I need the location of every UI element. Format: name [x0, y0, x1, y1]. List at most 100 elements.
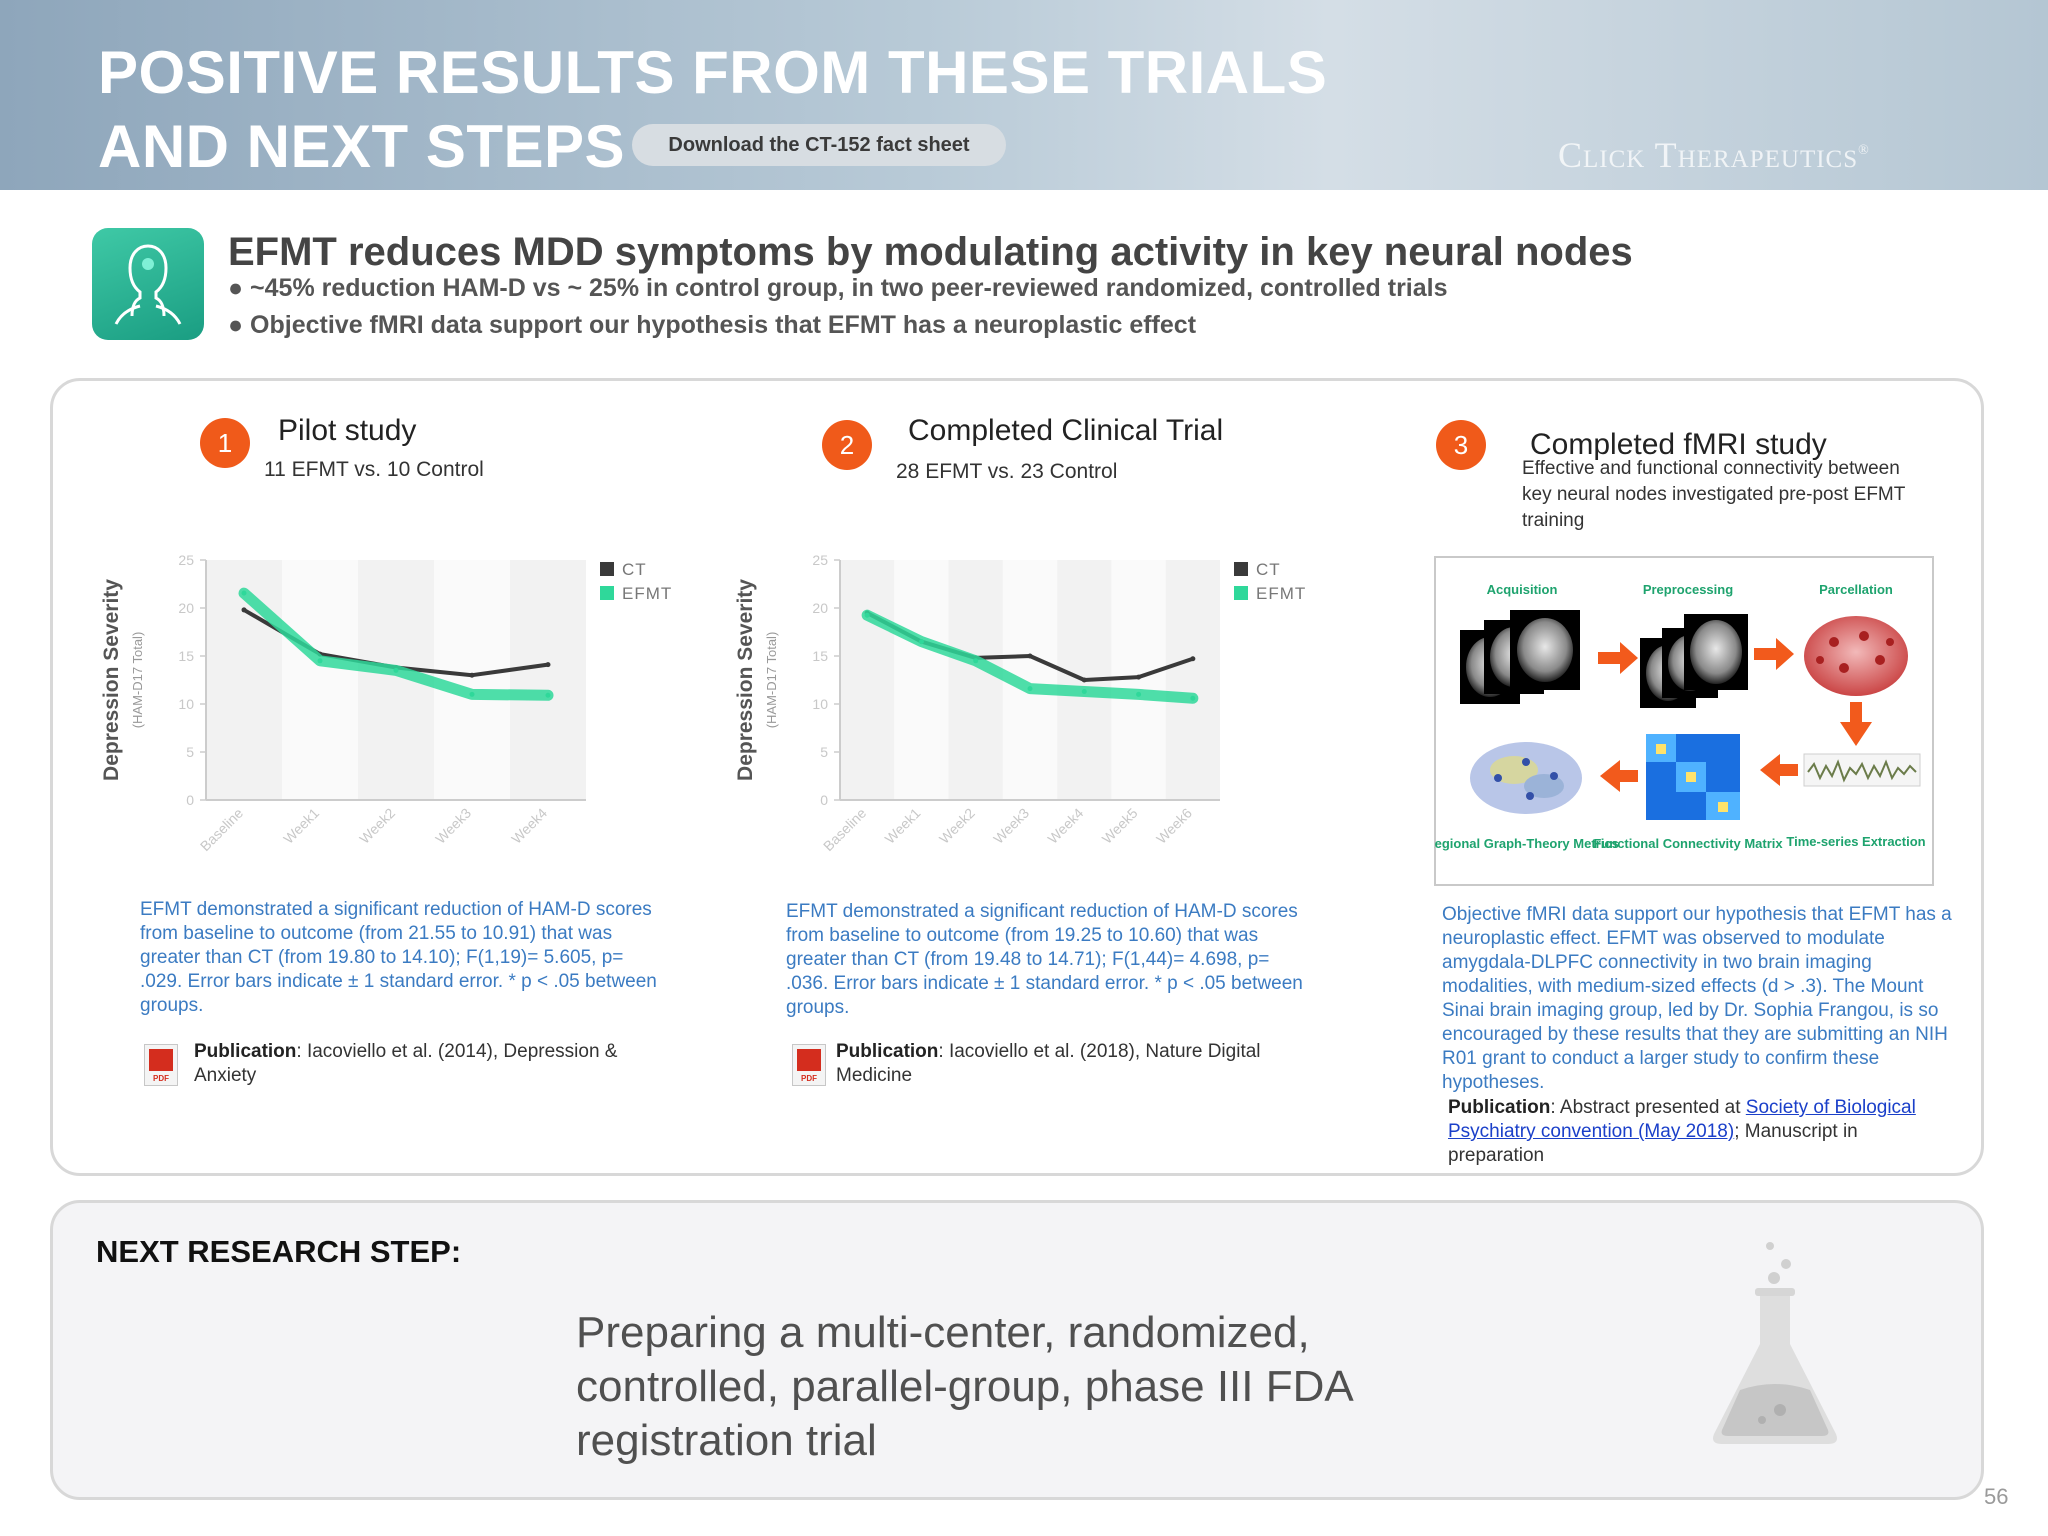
study-3-description: Objective fMRI data support our hypothes…	[1442, 904, 1952, 1093]
study-3-publication-suffix: ; Manuscript in preparation	[1448, 1121, 1858, 1166]
y-axis-label: Depression Severity	[734, 579, 757, 781]
arrow-left-icon	[1760, 754, 1798, 786]
study-1-title: Pilot study	[278, 414, 417, 447]
data-point-efmt	[393, 667, 399, 673]
data-point-efmt	[469, 691, 475, 697]
data-point-efmt	[317, 658, 323, 664]
legend-label-efmt: EFMT	[622, 584, 672, 603]
data-point-efmt	[241, 590, 247, 596]
data-point-ct	[469, 672, 475, 678]
y-axis-sublabel: (HAM-D17 Total)	[764, 632, 779, 729]
x-tick-label: Baseline	[820, 805, 869, 854]
x-tick-label: Baseline	[197, 805, 246, 854]
x-tick-label: Week3	[990, 805, 1032, 847]
brand-name: Click Therapeutics	[1558, 135, 1859, 175]
pipeline-step-time-series: Time-series Extraction	[1786, 834, 1925, 849]
data-point-ct	[1027, 653, 1033, 659]
clinical-trial-chart: 0 5 10 15 20 25 Baseline Week1 Week2 Week3 Week4 We…	[734, 552, 1305, 854]
next-step-label: NEXT RESEARCH STEP:	[96, 1234, 462, 1269]
y-tick-label: 20	[812, 600, 828, 616]
pipeline-step-connectivity-matrix: Functional Connectivity Matrix	[1593, 836, 1783, 851]
plot-band	[1165, 560, 1220, 800]
pipeline-step-graph-theory: Regional Graph-Theory Metrics	[1434, 836, 1619, 851]
time-series-icon	[1803, 753, 1921, 787]
pipeline-step-acquisition: Acquisition	[1487, 582, 1558, 597]
study-2-publication-text: : Iacoviello et al. (2018), Nature Digit…	[836, 1041, 1261, 1086]
x-tick-label: Week2	[936, 805, 978, 847]
summary-bullet-1: ● ~45% reduction HAM-D vs ~ 25% in contr…	[228, 274, 1448, 302]
next-step-panel	[50, 1200, 1984, 1500]
x-tick-label: Week4	[1044, 805, 1086, 847]
pilot-study-chart: 0 5 10 15 20 25 Baseline Week1 Week2 Week3 Week4 De…	[100, 552, 672, 854]
data-point-ct	[241, 607, 247, 613]
legend-swatch-efmt	[600, 586, 614, 600]
data-point-ct	[545, 662, 551, 668]
y-tick-label: 25	[178, 552, 194, 568]
arrow-right-icon	[1754, 638, 1794, 670]
brand-logo: Click Therapeutics®	[1558, 134, 1870, 176]
y-axis-sublabel: (HAM-D17 Total)	[130, 632, 145, 729]
sobp-convention-link[interactable]: Society of Biological Psychiatry convent…	[1448, 1097, 1916, 1142]
plot-band	[948, 560, 1003, 800]
study-3-publication-label: Publication	[1448, 1097, 1551, 1118]
x-tick-label: Week2	[356, 805, 398, 847]
data-point-efmt	[918, 639, 924, 645]
study-1-subtitle: 11 EFMT vs. 10 Control	[264, 458, 484, 481]
study-1-publication-text: : Iacoviello et al. (2014), Depression &…	[194, 1041, 618, 1086]
data-point-efmt	[1027, 686, 1033, 692]
page-title-line2: AND NEXT STEPS	[98, 113, 626, 180]
study-1-description: EFMT demonstrated a significant reductio…	[140, 899, 657, 1016]
data-point-efmt	[1136, 691, 1142, 697]
arrow-down-icon	[1840, 702, 1872, 746]
graph-theory-brain-icon	[1470, 742, 1582, 814]
x-tick-label: Week4	[508, 805, 550, 847]
x-tick-label: Week5	[1099, 805, 1141, 847]
study-3-number-badge: 3	[1436, 420, 1486, 470]
legend-swatch-efmt	[1234, 586, 1248, 600]
study-3-publication-prefix: : Abstract presented at	[1550, 1097, 1746, 1118]
study-2-publication: Publication: Iacoviello et al. (2018), N…	[836, 1040, 1316, 1088]
plot-band	[434, 560, 510, 800]
x-tick-label: Week1	[280, 805, 322, 847]
head-profile-icon	[92, 228, 204, 340]
pipeline-step-preprocessing: Preprocessing	[1643, 582, 1733, 597]
page-number: 56	[1984, 1484, 2009, 1509]
plot-band	[510, 560, 586, 800]
summary-headline: EFMT reduces MDD symptoms by modulating …	[228, 230, 1633, 274]
y-tick-label: 25	[812, 552, 828, 568]
arrow-right-icon	[1598, 642, 1638, 674]
flask-icon	[1713, 1242, 1837, 1444]
pdf-icon[interactable]: PDF	[792, 1044, 826, 1086]
fmri-pipeline-diagram: Acquisition Preprocessing Parcellation R…	[1434, 556, 1934, 886]
data-point-efmt	[973, 658, 979, 664]
y-tick-label: 15	[812, 648, 828, 664]
study-1-publication: Publication: Iacoviello et al. (2014), D…	[194, 1040, 664, 1088]
x-tick-label: Week6	[1153, 805, 1195, 847]
study-2-description: EFMT demonstrated a significant reductio…	[786, 901, 1303, 1018]
header-banner: POSITIVE RESULTS FROM THESE TRIALS AND N…	[0, 0, 2048, 190]
x-tick-label: Week3	[432, 805, 474, 847]
study-1-number-badge: 1	[200, 418, 250, 468]
next-step-text: Preparing a multi-center, randomized, co…	[576, 1308, 1352, 1465]
arrow-left-icon	[1600, 760, 1638, 792]
y-tick-label: 0	[820, 792, 828, 808]
download-fact-sheet-button[interactable]: Download the CT-152 fact sheet	[632, 124, 1006, 166]
study-2-subtitle: 28 EFMT vs. 23 Control	[896, 460, 1118, 483]
data-point-efmt	[864, 612, 870, 618]
y-tick-label: 20	[178, 600, 194, 616]
pipeline-step-parcellation: Parcellation	[1819, 582, 1893, 597]
parcellation-brain-icon	[1804, 616, 1908, 696]
study-2-title: Completed Clinical Trial	[908, 414, 1224, 447]
data-point-ct	[1081, 677, 1087, 683]
data-point-ct	[1136, 674, 1142, 680]
brand-registered-mark: ®	[1858, 143, 1870, 158]
plot-band	[282, 560, 358, 800]
y-tick-label: 15	[178, 648, 194, 664]
y-tick-label: 10	[812, 696, 828, 712]
data-point-ct	[1190, 656, 1196, 662]
pdf-icon[interactable]: PDF	[144, 1044, 178, 1086]
y-axis-label: Depression Severity	[100, 579, 123, 781]
study-1-publication-label: Publication	[194, 1041, 297, 1062]
page-title-line1: POSITIVE RESULTS FROM THESE TRIALS	[98, 39, 1328, 106]
summary-bullet-2: ● Objective fMRI data support our hypoth…	[228, 311, 1197, 339]
